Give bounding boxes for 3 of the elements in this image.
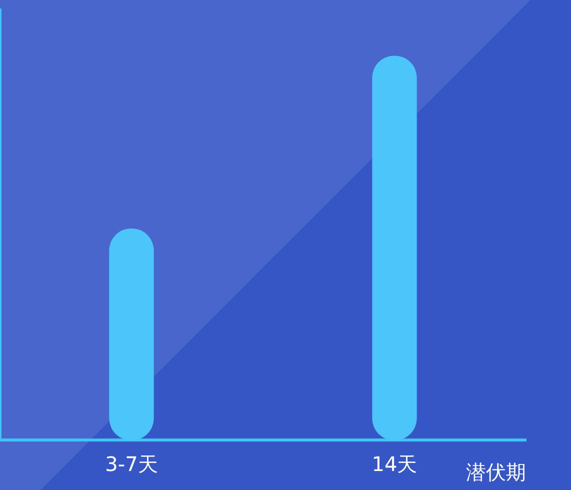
x-axis-title: 潜伏期 [466,460,526,484]
x-tick-label: 3-7天 [105,452,158,476]
x-tick-label: 14天 [372,452,418,476]
